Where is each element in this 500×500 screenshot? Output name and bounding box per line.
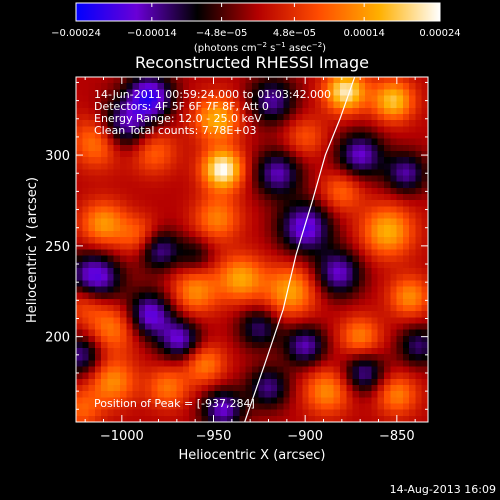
heatmap-image [76,77,428,422]
x-axis-label: Heliocentric X (arcsec) [179,448,326,463]
colorbar-gradient [75,2,441,22]
colorbar-unit-exp3: −2 [312,41,322,49]
colorbar-tick-label: 4.8e−05 [273,28,316,39]
y-axis-label: Heliocentric Y (arcsec) [25,177,40,323]
colorbar-tick-label: 0.00024 [419,28,460,39]
info-line: Clean Total counts: 7.78E+03 [94,124,257,137]
colorbar-tick-label: 0.00014 [343,28,384,39]
y-tick-label: 300 [45,149,70,164]
colorbar-unit-label: (photons cm−2 s−1 asec−2) [194,41,326,54]
y-axis-ticks: 200 250 300 [45,81,428,410]
x-tick-label: −950 [196,429,232,444]
x-axis-ticks: −1000 −950 −900 −850 [84,77,416,444]
y-tick-label: 250 [45,240,70,255]
plot-area: −1000 −950 −900 −850 200 250 300 [45,76,429,444]
colorbar-unit-exp2: −1 [275,41,285,49]
peak-position-label: Position of Peak = [-937,284] [94,397,255,410]
info-text: 14-Jun-2011 00:59:24.000 to 01:03:42.000… [94,88,331,137]
plot-frame [75,76,429,423]
colorbar-tick-label: −0.00014 [127,28,177,39]
chart-title: Reconstructed RHESSI Image [135,53,369,72]
colorbar-unit-mid: s [267,43,275,54]
colorbar-unit-close: ) [322,43,326,54]
x-tick-label: −900 [287,429,323,444]
solar-limb-curve [244,77,356,422]
x-tick-label: −1000 [100,429,144,444]
y-tick-label: 200 [45,331,70,346]
colorbar-unit-exp1: −2 [257,41,267,49]
x-tick-label: −850 [379,429,415,444]
info-line: Energy Range: 12.0 - 25.0 keV [94,112,262,125]
colorbar-unit-main: (photons cm [194,43,257,54]
info-line: 14-Jun-2011 00:59:24.000 to 01:03:42.000 [94,88,331,101]
colorbar-tick-label: −0.00024 [51,28,101,39]
colorbar-unit-end: asec [286,43,312,54]
info-line: Detectors: 4F 5F 6F 7F 8F, Att 0 [94,100,269,113]
colorbar-ticks: −0.00024 −0.00014 −4.8e−05 4.8e−05 0.00014 0.… [51,3,461,39]
colorbar-tick-label: −4.8e−05 [196,28,248,39]
colorbar: −0.00024 −0.00014 −4.8e−05 4.8e−05 0.00014 0.… [51,2,461,54]
footer-date: 14-Aug-2013 16:09 [390,483,496,496]
